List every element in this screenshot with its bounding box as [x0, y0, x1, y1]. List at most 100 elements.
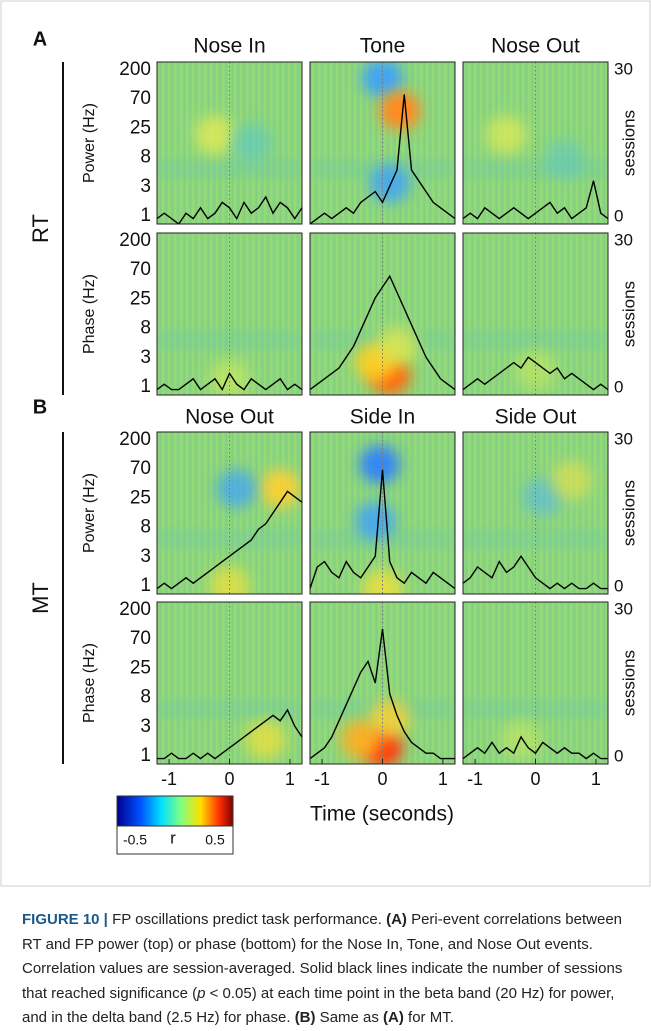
heatmap-blob — [216, 469, 258, 509]
y2-tick-label: 0 — [614, 576, 623, 595]
heatmap-band — [157, 333, 302, 347]
heatmap-blob — [362, 569, 403, 594]
caption-text: p — [197, 984, 206, 1002]
y-axis-label: Phase (Hz) — [81, 274, 98, 354]
session-line — [463, 554, 608, 590]
column-title: Side In — [350, 406, 415, 429]
y-tick-label: 8 — [140, 517, 151, 538]
y-tick-label: 70 — [130, 259, 151, 280]
heatmap-blob — [194, 115, 236, 155]
x-tick-label: -1 — [161, 769, 177, 789]
session-line — [157, 708, 302, 760]
row-label: RT — [28, 214, 53, 243]
heatmap-panel — [462, 601, 609, 765]
y2-tick-label: 30 — [614, 59, 633, 78]
caption-text: FIGURE 10 | — [22, 911, 113, 928]
frame — [0, 0, 651, 887]
panel-border — [462, 61, 609, 225]
session-line — [157, 195, 302, 224]
y2-tick-label: 0 — [614, 746, 623, 765]
y2-tick-label: 30 — [614, 230, 633, 249]
panel-border — [309, 431, 456, 595]
panel-border — [156, 61, 303, 225]
y-tick-label: 8 — [140, 687, 151, 708]
y-tick-label: 25 — [130, 288, 151, 309]
y-tick-label: 25 — [130, 487, 151, 508]
y2-tick-label: 0 — [614, 206, 623, 225]
heatmap-blob — [340, 720, 382, 760]
heatmap-blob — [544, 139, 585, 179]
column-title: Nose Out — [185, 406, 274, 429]
heatmap-blob — [369, 699, 411, 739]
heatmap-blob — [259, 469, 301, 509]
session-line — [157, 371, 302, 392]
heatmap — [157, 602, 302, 764]
heatmap-blob — [359, 444, 400, 484]
heatmap — [157, 233, 302, 395]
heatmap-panel — [462, 61, 609, 225]
x-tick-label: 1 — [438, 769, 448, 789]
heatmap-band — [157, 162, 302, 176]
heatmap-panel — [462, 232, 609, 396]
session-line — [310, 469, 455, 590]
colorbar-max: 0.5 — [205, 832, 225, 848]
y-tick-label: 70 — [130, 88, 151, 109]
session-line — [310, 274, 455, 391]
column-title: Nose In — [193, 35, 265, 58]
y-tick-label: 1 — [140, 575, 151, 596]
colorbar-box — [116, 825, 234, 855]
session-line — [157, 490, 302, 590]
caption: FIGURE 10 | FP oscillations predict task… — [22, 908, 632, 1031]
heatmap-panel — [156, 232, 303, 396]
session-line — [463, 180, 608, 220]
panel-border — [309, 232, 456, 396]
heatmap-panel — [309, 601, 456, 765]
colorbar-symbol: r — [170, 828, 176, 847]
session-line — [310, 94, 455, 224]
heatmap-band — [157, 532, 302, 546]
x-tick-label: 0 — [377, 769, 387, 789]
y-tick-label: 3 — [140, 546, 151, 567]
heatmap-band — [463, 333, 608, 347]
heatmap — [310, 432, 455, 594]
heatmap-panel — [309, 431, 456, 595]
heatmap-blob — [230, 123, 272, 163]
y-tick-label: 200 — [119, 59, 151, 80]
caption-text: (A) — [383, 1009, 404, 1026]
panel-label: B — [33, 396, 47, 418]
column-title: Side Out — [495, 406, 577, 429]
heatmap — [463, 602, 608, 764]
column-title: Tone — [360, 35, 406, 58]
x-axis-label: Time (seconds) — [310, 803, 454, 826]
y-tick-label: 8 — [140, 318, 151, 339]
y-tick-label: 3 — [140, 176, 151, 197]
caption-text: Same as — [315, 1009, 384, 1026]
heatmap-blob — [354, 501, 396, 541]
y-tick-label: 200 — [119, 230, 151, 251]
heatmap-panel — [462, 431, 609, 595]
session-line — [310, 628, 455, 760]
y-axis-label: Power (Hz) — [81, 103, 98, 183]
y-axis-label: Power (Hz) — [81, 473, 98, 553]
heatmap — [463, 432, 608, 594]
heatmap-panel — [309, 61, 456, 225]
y2-tick-label: 30 — [614, 599, 633, 618]
heatmap — [157, 62, 302, 224]
heatmap-blob — [486, 115, 527, 155]
y-tick-label: 25 — [130, 657, 151, 678]
y-tick-label: 70 — [130, 458, 151, 479]
y2-tick-label: 0 — [614, 377, 623, 396]
heatmap — [310, 233, 455, 395]
x-tick-label: 1 — [591, 769, 601, 789]
panel-border — [462, 232, 609, 396]
x-tick-label: -1 — [467, 769, 483, 789]
y-tick-label: 1 — [140, 745, 151, 766]
heatmap — [157, 432, 302, 594]
y-tick-label: 70 — [130, 628, 151, 649]
y-tick-label: 200 — [119, 429, 151, 450]
heatmap-band — [463, 532, 608, 546]
column-title: Nose Out — [491, 35, 580, 58]
y-tick-label: 1 — [140, 205, 151, 226]
x-tick-label: -1 — [314, 769, 330, 789]
